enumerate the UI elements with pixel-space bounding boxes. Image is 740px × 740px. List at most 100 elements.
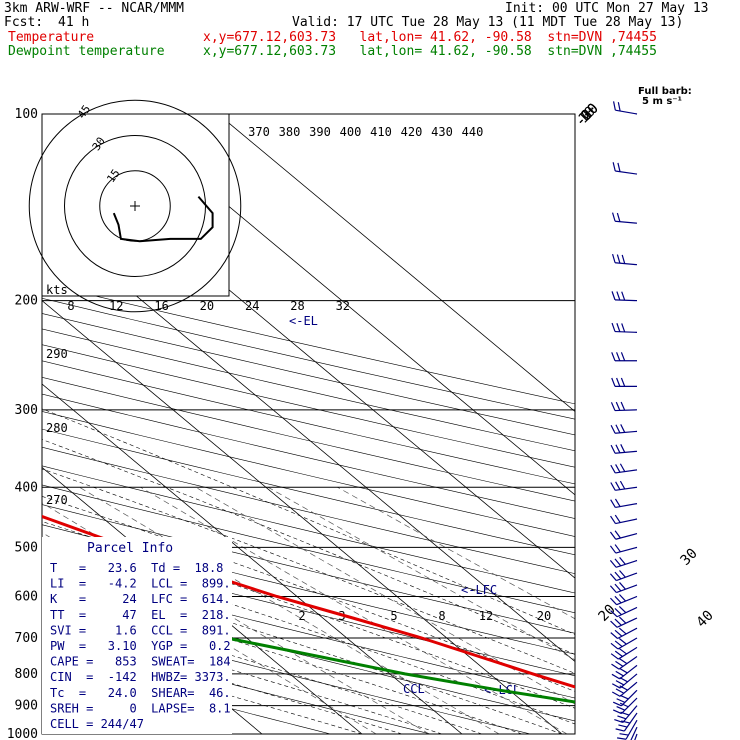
wind-barb-flag [614, 629, 623, 637]
wind-barb-flag [614, 583, 622, 592]
wind-barb-flag [616, 323, 621, 332]
mixing-ratio-label: 20 [537, 609, 551, 623]
parcel-info-row: Tc = 24.0 SHEAR= 46. [50, 686, 231, 700]
wind-barb-flag [618, 638, 627, 645]
wind-barb-flag [615, 688, 625, 694]
hodograph-ring-label: 15 [104, 167, 122, 185]
wind-barb [616, 595, 638, 606]
dry-adiabat [42, 465, 575, 594]
pressure-tick-label: 100 [15, 107, 38, 122]
pressure-tick-label: 200 [15, 294, 38, 309]
wind-barb-flag [614, 530, 621, 539]
wind-barb-flag [616, 706, 626, 711]
wind-barb-flag [614, 544, 621, 553]
pressure-tick-label: 900 [15, 699, 38, 714]
dry-adiabat [42, 634, 431, 734]
dry-adiabat [42, 446, 575, 574]
dry-adiabat [42, 611, 531, 734]
wind-barb [634, 733, 638, 740]
wind-barb-flag [614, 719, 624, 724]
wind-barb [616, 584, 638, 594]
wind-barb-flag [617, 162, 621, 172]
wind-barb-flag [609, 597, 618, 606]
isotherm-line [42, 300, 563, 734]
wind-barb-flag [615, 481, 621, 490]
wind-barb-flag [611, 253, 616, 263]
wind-barb-flag [610, 620, 618, 628]
pressure-tick-label: 1000 [7, 727, 38, 740]
moist-adiabat [42, 439, 575, 655]
pressure-tick-label: 800 [15, 667, 38, 682]
hodograph-ring-label: 30 [90, 135, 108, 153]
theta-label: 430 [431, 125, 453, 139]
wind-barb [622, 705, 638, 723]
wind-barb-flag [609, 559, 617, 568]
wind-barb-flag [615, 660, 624, 667]
wind-barb [619, 673, 638, 689]
mixing-ratio-label: 32 [336, 299, 350, 313]
wind-barb [619, 681, 638, 697]
moist-adiabat [42, 564, 563, 734]
temperature-legend-info: x,y=677.12,603.73 lat,lon= 41.62, -90.58… [203, 30, 657, 45]
dry-adiabat [42, 344, 575, 468]
wind-barb [615, 450, 638, 454]
wind-barb [615, 486, 638, 491]
hodograph-ring-label: 45 [75, 103, 93, 121]
init-time: Init: 00 UTC Mon 27 May 13 [505, 1, 709, 16]
wind-barb-flag [610, 642, 619, 650]
wind-barb-flag [620, 401, 626, 411]
parcel-info-row: TT = 47 EL = 218. [50, 608, 231, 622]
full-barb-label: Full barb: [638, 86, 692, 97]
wind-barb-flag [619, 480, 626, 490]
isotherm-line [42, 383, 463, 734]
wind-barb-flag [618, 594, 627, 602]
wind-barb-flag [612, 101, 616, 111]
dewpoint-legend-info: x,y=677.12,603.73 lat,lon= 41.62, -90.58… [203, 44, 657, 59]
wind-barb-flag [619, 702, 629, 708]
wind-barb-flag [610, 402, 616, 411]
dry-adiabat [42, 588, 575, 722]
mixing-ratio-label: 8 [67, 299, 74, 313]
isotherm-line [217, 114, 575, 413]
parcel-info-title: Parcel Info [87, 541, 173, 556]
wind-barb-flag [611, 663, 620, 670]
wind-barb-flag [620, 444, 626, 453]
forecast-label: Fcst: [4, 15, 44, 30]
wind-barb-flag [617, 715, 627, 720]
full-barb-units: 5 m s⁻¹ [642, 96, 682, 107]
wind-barb-flag [619, 685, 628, 691]
wind-barb [616, 617, 638, 628]
theta-e-label: 280 [46, 421, 68, 435]
wind-barb-flag [615, 670, 624, 677]
theta-label: 380 [279, 125, 301, 139]
wind-barb-flag [616, 291, 621, 301]
wind-barb [615, 532, 638, 540]
wind-barb-flag [614, 608, 622, 616]
valid-time: Valid: 17 UTC Tue 28 May 13 (11 MDT Tue … [292, 15, 684, 30]
moist-adiabat [42, 599, 483, 734]
wind-barb [616, 606, 638, 618]
wind-barb-flag [619, 658, 628, 665]
dry-adiabat [42, 313, 575, 436]
pressure-tick-label: 700 [15, 631, 38, 646]
theta-label: 410 [370, 125, 392, 139]
mixing-ratio-label: 16 [154, 299, 168, 313]
wind-barb-flag [620, 352, 626, 361]
wind-barb [614, 330, 638, 333]
wind-barb-flag [617, 737, 627, 740]
wind-barb [615, 469, 638, 474]
wind-barb [615, 518, 638, 525]
plot-frame [41, 113, 576, 735]
theta-label: 390 [309, 125, 331, 139]
wind-barb-flag [614, 571, 622, 580]
wind-barb [617, 637, 638, 650]
theta-e-label: 270 [46, 493, 68, 507]
wind-barb-flag [619, 582, 626, 590]
wind-barb-flag [619, 463, 626, 472]
moist-adiabat [42, 468, 575, 674]
theta-e-label: 290 [46, 347, 68, 361]
dry-adiabat [42, 328, 575, 452]
wind-barb-flag [612, 709, 622, 715]
wind-barb [615, 109, 638, 115]
